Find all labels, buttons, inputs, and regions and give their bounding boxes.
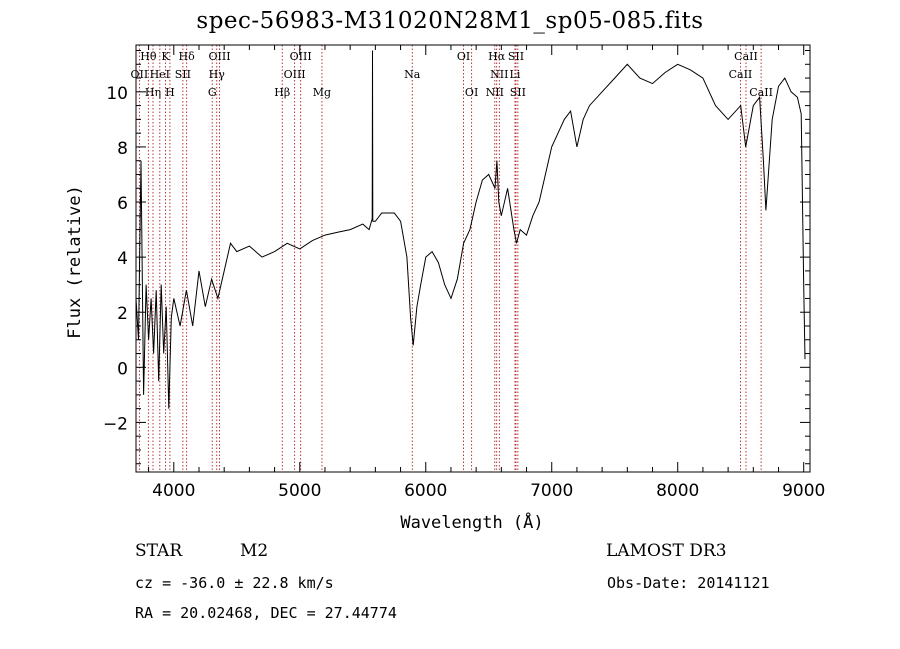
line-id-label: OIII xyxy=(290,50,312,63)
y-tick-label: −2 xyxy=(103,414,128,434)
spectrum-series-line xyxy=(135,50,806,409)
line-id-label: Hδ xyxy=(179,50,196,63)
line-id-label: Mg xyxy=(313,86,331,99)
y-tick-label: 6 xyxy=(117,194,128,214)
line-id-label: OII xyxy=(131,68,149,81)
line-id-label: CaII xyxy=(734,50,758,63)
line-id-label: Li xyxy=(510,68,521,81)
line-id-label: CaII xyxy=(749,86,773,99)
y-tick-label: 10 xyxy=(106,84,128,104)
x-tick-label: 4000 xyxy=(152,481,195,501)
observation-date: Obs-Date: 20141121 xyxy=(607,574,770,592)
line-id-label: HeI xyxy=(150,68,170,81)
y-tick-label: 4 xyxy=(117,249,128,269)
x-tick-label: 7000 xyxy=(530,481,573,501)
redshift-velocity: cz = -36.0 ± 22.8 km/s xyxy=(135,574,334,592)
object-class: STAR xyxy=(135,541,183,561)
line-id-label: Na xyxy=(404,68,421,81)
line-id-label: Hθ xyxy=(140,50,157,63)
y-tick-label: 2 xyxy=(117,304,128,324)
x-tick-label: 9000 xyxy=(782,481,825,501)
line-id-label: K xyxy=(161,50,170,63)
chart-title: spec-56983-M31020N28M1_sp05-085.fits xyxy=(196,8,704,34)
axis-ticks: 4000 5000 6000 7000 8000 9000 −2 0 2 4 6 8 10 xyxy=(103,45,825,501)
line-id-label: SII xyxy=(508,50,524,63)
x-tick-label: 8000 xyxy=(656,481,699,501)
y-tick-label: 8 xyxy=(117,139,128,159)
line-id-label: H xyxy=(165,86,175,99)
ra-dec-coordinates: RA = 20.02468, DEC = 27.44774 xyxy=(135,604,397,622)
line-id-label: SII xyxy=(175,68,191,81)
line-id-label: Hα xyxy=(488,50,506,63)
line-id-label: SII xyxy=(510,86,526,99)
object-subclass: M2 xyxy=(240,541,269,561)
y-tick-label: 0 xyxy=(117,359,128,379)
line-id-label: Hη xyxy=(145,86,161,99)
survey-name: LAMOST DR3 xyxy=(606,541,727,561)
y-axis-label: Flux (relative) xyxy=(65,185,85,339)
line-id-label: OIII xyxy=(284,68,306,81)
x-tick-label: 5000 xyxy=(278,481,321,501)
x-axis-label: Wavelength (Å) xyxy=(400,511,543,533)
line-id-label: CaII xyxy=(729,68,753,81)
line-id-label: OIII xyxy=(208,50,230,63)
line-id-markers xyxy=(138,45,762,472)
plot-frame xyxy=(135,44,811,473)
line-id-label: NII xyxy=(486,86,504,99)
line-id-label: NII xyxy=(490,68,508,81)
line-id-label: OI xyxy=(465,86,478,99)
line-id-label: Hγ xyxy=(209,68,226,81)
line-id-label: Hβ xyxy=(274,86,290,99)
line-id-label: G xyxy=(208,86,217,99)
x-tick-label: 6000 xyxy=(404,481,447,501)
line-id-label: OI xyxy=(457,50,470,63)
